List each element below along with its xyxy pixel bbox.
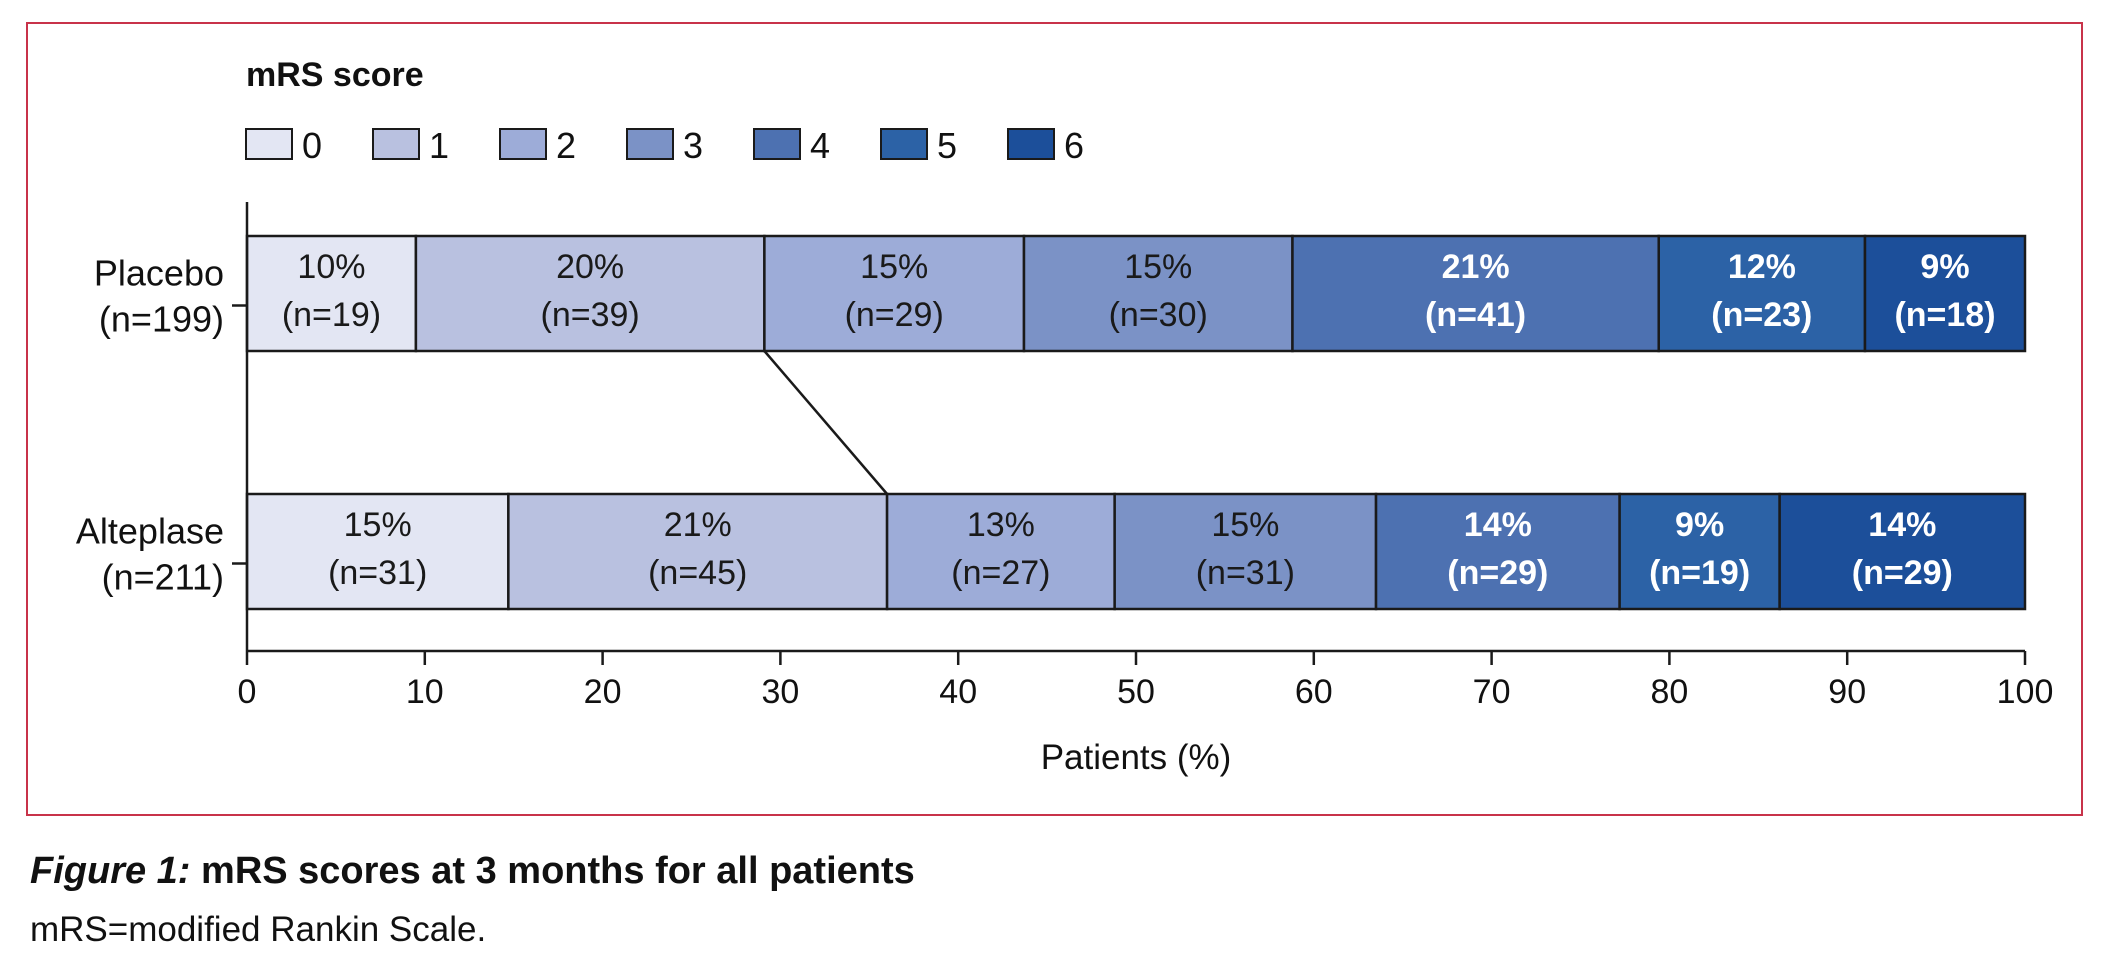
bar-segment-placebo-0: 10% (n=19) — [245, 234, 418, 353]
bar-segment-placebo-6: 9% (n=18) — [1863, 234, 2027, 353]
segment-n-label: (n=23) — [1711, 296, 1812, 334]
segment-pct-label: 14% — [1464, 506, 1532, 544]
bar-rect — [1374, 492, 1621, 611]
legend-label-3: 3 — [683, 125, 703, 166]
x-tick-label: 0 — [238, 673, 257, 711]
segment-n-label: (n=27) — [951, 554, 1050, 592]
segment-pct-label: 21% — [1442, 248, 1510, 286]
bar-segment-alteplase-3: 15% (n=31) — [1113, 492, 1378, 611]
figure-caption-note: mRS=modified Rankin Scale. — [30, 910, 487, 949]
group-label-alteplase: Alteplase — [76, 511, 224, 552]
segment-n-label: (n=31) — [328, 554, 427, 592]
legend-swatch-6 — [1007, 128, 1055, 160]
legend-label-5: 5 — [937, 125, 957, 166]
segment-pct-label: 12% — [1728, 248, 1796, 286]
bars: 10% (n=19) 20% (n=39) 15% (n=29) 15% (n=30) 21% (… — [76, 234, 2027, 611]
x-tick-label: 100 — [1997, 673, 2054, 711]
bar-segment-placebo-5: 12% (n=23) — [1657, 234, 1867, 353]
bar-segment-alteplase-4: 14% (n=29) — [1374, 492, 1621, 611]
segment-n-label: (n=29) — [845, 296, 944, 334]
segment-n-label: (n=18) — [1894, 296, 1995, 334]
segment-pct-label: 15% — [344, 506, 412, 544]
x-tick-label: 70 — [1473, 673, 1511, 711]
x-tick-label: 80 — [1650, 673, 1688, 711]
segment-n-label: (n=29) — [1447, 554, 1548, 592]
bar-rect — [1113, 492, 1378, 611]
x-tick-label: 90 — [1828, 673, 1866, 711]
figure-caption-title: Figure 1: mRS scores at 3 months for all… — [30, 850, 915, 893]
bar-rect — [885, 492, 1116, 611]
group-label-placebo: Placebo — [94, 253, 224, 294]
chart-frame: mRS score 0 1 2 3 4 5 6 10% (n=19) 20% (n=39) 15% (n… — [26, 22, 2083, 816]
segment-pct-label: 20% — [556, 248, 624, 286]
bar-rect — [1022, 234, 1294, 353]
segment-pct-label: 13% — [967, 506, 1035, 544]
segment-n-label: (n=45) — [648, 554, 747, 592]
segment-pct-label: 9% — [1675, 506, 1724, 544]
bar-segment-alteplase-0: 15% (n=31) — [245, 492, 510, 611]
stacked-bar-chart: mRS score 0 1 2 3 4 5 6 10% (n=19) 20% (n=39) 15% (n… — [76, 56, 2054, 777]
bar-rect — [1778, 492, 2027, 611]
segment-n-label: (n=39) — [541, 296, 640, 334]
figure-label: Figure 1: — [30, 850, 191, 892]
group-n-label-alteplase: (n=211) — [102, 557, 224, 598]
legend-label-1: 1 — [429, 125, 449, 166]
legend-label-2: 2 — [556, 125, 576, 166]
segment-pct-label: 10% — [297, 248, 365, 286]
bar-segment-placebo-1: 20% (n=39) — [414, 234, 766, 353]
legend-swatch-2 — [499, 128, 547, 160]
segment-pct-label: 15% — [1211, 506, 1279, 544]
legend-swatch-3 — [626, 128, 674, 160]
group-n-label-placebo: (n=199) — [99, 299, 224, 340]
legend-swatch-4 — [753, 128, 801, 160]
x-tick-label: 60 — [1295, 673, 1333, 711]
legend-label-6: 6 — [1064, 125, 1084, 166]
x-tick-label: 50 — [1117, 673, 1155, 711]
bar-segment-placebo-2: 15% (n=29) — [763, 234, 1026, 353]
figure-title: mRS scores at 3 months for all patients — [201, 850, 915, 892]
x-axis: 0 10 20 30 40 50 60 70 80 90 100 Patients (%) — [238, 202, 2054, 777]
bar-segment-alteplase-1: 21% (n=45) — [507, 492, 889, 611]
legend-label-4: 4 — [810, 125, 830, 166]
segment-n-label: (n=30) — [1109, 296, 1208, 334]
segment-pct-label: 21% — [664, 506, 732, 544]
segment-n-label: (n=19) — [1649, 554, 1750, 592]
legend-swatch-1 — [372, 128, 420, 160]
connector-line — [763, 350, 889, 495]
bar-rect — [414, 234, 766, 353]
x-tick-label: 10 — [406, 673, 444, 711]
segment-pct-label: 15% — [860, 248, 928, 286]
segment-pct-label: 14% — [1868, 506, 1936, 544]
segment-pct-label: 15% — [1124, 248, 1192, 286]
bar-rect — [507, 492, 889, 611]
x-tick-label: 40 — [939, 673, 977, 711]
segment-n-label: (n=29) — [1852, 554, 1953, 592]
x-tick-label: 20 — [584, 673, 622, 711]
segment-n-label: (n=19) — [282, 296, 381, 334]
bar-segment-alteplase-2: 13% (n=27) — [885, 492, 1116, 611]
x-axis-label: Patients (%) — [1041, 738, 1232, 777]
legend-swatch-0 — [245, 128, 293, 160]
x-tick-label: 30 — [761, 673, 799, 711]
legend-label-0: 0 — [302, 125, 322, 166]
bar-segment-placebo-4: 21% (n=41) — [1291, 234, 1660, 353]
bar-rect — [1618, 492, 1781, 611]
segment-pct-label: 9% — [1920, 248, 1969, 286]
segment-n-label: (n=41) — [1425, 296, 1526, 334]
bar-segment-alteplase-5: 9% (n=19) — [1618, 492, 1781, 611]
bar-rect — [1291, 234, 1660, 353]
segment-n-label: (n=31) — [1196, 554, 1295, 592]
bar-rect — [1863, 234, 2027, 353]
legend-title: mRS score — [246, 56, 424, 94]
bar-rect — [1657, 234, 1867, 353]
bar-rect — [245, 234, 418, 353]
bar-rect — [763, 234, 1026, 353]
bar-segment-placebo-3: 15% (n=30) — [1022, 234, 1294, 353]
legend: mRS score 0 1 2 3 4 5 6 — [245, 56, 1084, 166]
bar-segment-alteplase-6: 14% (n=29) — [1778, 492, 2027, 611]
legend-swatch-5 — [880, 128, 928, 160]
